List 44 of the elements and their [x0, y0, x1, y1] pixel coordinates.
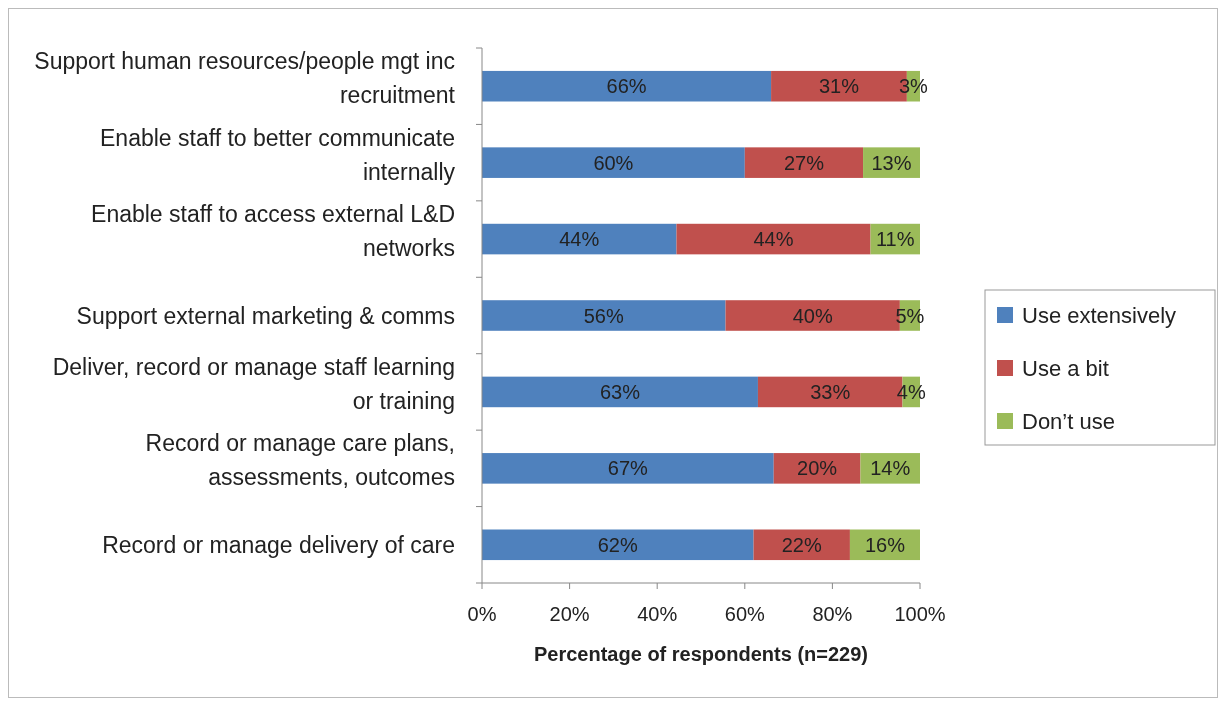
data-label: 62%: [597, 533, 639, 556]
data-label: 40%: [792, 304, 833, 327]
data-label: 14%: [870, 457, 911, 480]
data-label: 44%: [559, 228, 600, 251]
bar: [482, 223, 677, 255]
data-label: 11%: [875, 228, 915, 251]
bar: [482, 300, 726, 331]
data-label: 27%: [783, 151, 825, 174]
data-label: 20%: [797, 457, 838, 480]
data-label: 31%: [818, 75, 860, 98]
x-tick-label: 0%: [467, 603, 497, 625]
x-tick-label: 20%: [549, 603, 590, 625]
bar: [676, 223, 871, 255]
y-tick-label: Enable staff to access external L&D networks: [91, 201, 455, 262]
bar: [482, 70, 772, 102]
x-tick-label: 60%: [724, 603, 766, 625]
data-label: 33%: [810, 380, 851, 403]
y-tick-label: Record or manage delivery of care: [102, 531, 455, 558]
data-label: 60%: [593, 151, 634, 174]
x-axis-title: Percentage of respondents (n=229): [534, 643, 868, 665]
y-tick-label: Enable staff to better communicate internally: [100, 124, 456, 185]
bar: [482, 453, 774, 484]
y-tick-label: Support human resources/people mgt inc recruitment: [34, 48, 456, 109]
y-tick-label: Support external marketing & comms: [76, 302, 455, 329]
bar: [482, 529, 754, 561]
data-label: 67%: [607, 457, 649, 480]
data-label: 63%: [599, 380, 641, 403]
legend-label: Don’t use: [1022, 408, 1115, 434]
data-label: 13%: [871, 151, 912, 174]
data-label: 66%: [606, 75, 647, 98]
data-label: 56%: [583, 304, 624, 327]
bar: [482, 147, 745, 178]
data-label: 16%: [864, 533, 906, 556]
y-tick-label: Deliver, record or manage staff learning or training: [52, 353, 455, 414]
legend-label: Use extensively: [1022, 302, 1177, 328]
data-label: 44%: [753, 228, 794, 251]
bar: [744, 147, 864, 178]
y-tick-label: Record or manage care plans, assessments, outcomes: [145, 430, 455, 491]
x-tick-label: 80%: [812, 603, 853, 625]
x-tick-label: 40%: [637, 603, 678, 625]
legend-label: Use a bit: [1022, 355, 1109, 381]
x-tick-label: 100%: [894, 603, 946, 625]
bar: [482, 376, 758, 408]
data-label: 22%: [781, 533, 822, 556]
